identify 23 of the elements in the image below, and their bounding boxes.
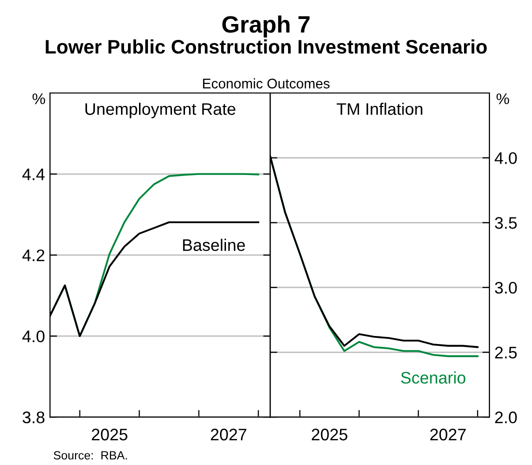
y2-tick-label: 3.5: [494, 217, 517, 229]
y-tick-label: 4.2: [22, 249, 44, 262]
text: Lower Public Construction Investment Scenario: [46, 39, 487, 54]
text: Economic Outcomes: [203, 78, 330, 88]
y2-tick-label: 2.0: [495, 412, 517, 424]
source-note: Source: RBA.: [54, 451, 127, 460]
caption: Graph 7: [222, 15, 310, 38]
y-tick-label: 4.4: [22, 168, 45, 180]
x-tick-label: 2025: [92, 428, 128, 440]
series-label: Scenario: [401, 371, 466, 384]
y2-axis-title: %: [496, 93, 510, 104]
y-axis-title: %: [32, 93, 46, 104]
x-tick-label: 2027: [210, 428, 246, 440]
text: Unemployment Rate: [85, 102, 236, 118]
y2-tick-label: 2.5: [495, 346, 517, 358]
x-tick-label: 2027: [430, 428, 466, 440]
y2-tick-label: 4.0: [494, 152, 517, 164]
y2-tick-label: 3.0: [494, 282, 517, 294]
legend-label: Baseline: [183, 238, 245, 252]
x-tick-label: 2025: [312, 428, 348, 440]
y-tick-label: 4.0: [22, 330, 44, 342]
chart-title: TM Inflation: [336, 102, 422, 115]
y-tick-label: 3.8: [22, 412, 44, 424]
